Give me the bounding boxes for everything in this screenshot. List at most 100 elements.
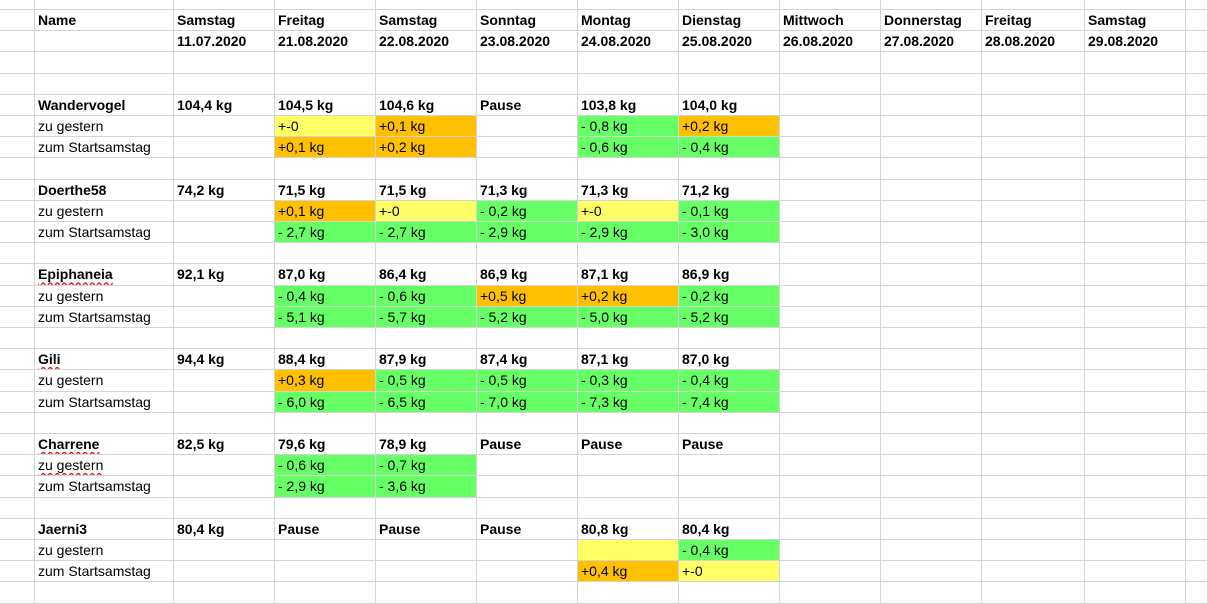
weight-cell[interactable]: 71,2 kg: [679, 179, 780, 201]
grid-cell[interactable]: [881, 306, 982, 328]
grid-cell[interactable]: [881, 497, 982, 519]
grid-cell[interactable]: [1085, 370, 1186, 392]
grid-cell[interactable]: [0, 73, 35, 95]
grid-cell[interactable]: [780, 455, 881, 477]
row-label[interactable]: zum Startsamstag: [35, 476, 174, 498]
grid-cell[interactable]: [982, 349, 1085, 371]
grid-cell[interactable]: [881, 264, 982, 286]
diff-cell[interactable]: - 2,9 kg: [275, 476, 376, 498]
grid-cell[interactable]: [1085, 158, 1186, 180]
row-label[interactable]: zu gestern: [35, 370, 174, 392]
grid-cell[interactable]: [780, 391, 881, 413]
diff-cell[interactable]: - 6,0 kg: [275, 391, 376, 413]
diff-cell[interactable]: +0,2 kg: [679, 116, 780, 138]
grid-cell[interactable]: [174, 200, 275, 222]
grid-cell[interactable]: [477, 476, 578, 498]
weight-cell[interactable]: Pause: [477, 518, 578, 540]
grid-cell[interactable]: [982, 243, 1085, 265]
grid-cell[interactable]: [1186, 73, 1208, 95]
grid-cell[interactable]: [1085, 561, 1186, 583]
grid-cell[interactable]: [1085, 306, 1186, 328]
grid-cell[interactable]: [1085, 52, 1186, 74]
header-date[interactable]: 21.08.2020: [275, 31, 376, 53]
grid-cell[interactable]: [174, 561, 275, 583]
grid-cell[interactable]: [780, 94, 881, 116]
diff-cell[interactable]: - 5,2 kg: [679, 306, 780, 328]
grid-cell[interactable]: [174, 243, 275, 265]
grid-cell[interactable]: [578, 476, 679, 498]
header-date[interactable]: 22.08.2020: [376, 31, 477, 53]
diff-cell[interactable]: - 7,4 kg: [679, 391, 780, 413]
grid-cell[interactable]: [0, 540, 35, 562]
header-date[interactable]: 26.08.2020: [780, 31, 881, 53]
grid-cell[interactable]: [1085, 391, 1186, 413]
grid-cell[interactable]: [1186, 200, 1208, 222]
grid-cell[interactable]: [1186, 328, 1208, 350]
weight-cell[interactable]: Pause: [275, 518, 376, 540]
weight-cell[interactable]: 103,8 kg: [578, 94, 679, 116]
grid-cell[interactable]: [780, 540, 881, 562]
grid-cell[interactable]: [35, 52, 174, 74]
diff-cell[interactable]: - 3,0 kg: [679, 222, 780, 244]
grid-cell[interactable]: [881, 200, 982, 222]
diff-cell[interactable]: - 0,6 kg: [275, 455, 376, 477]
grid-cell[interactable]: [982, 137, 1085, 159]
grid-cell[interactable]: [1186, 306, 1208, 328]
grid-cell[interactable]: [881, 285, 982, 307]
header-date[interactable]: 28.08.2020: [982, 31, 1085, 53]
grid-cell[interactable]: [780, 264, 881, 286]
grid-cell[interactable]: [174, 158, 275, 180]
weight-cell[interactable]: 86,9 kg: [679, 264, 780, 286]
row-label[interactable]: zum Startsamstag: [35, 306, 174, 328]
grid-cell[interactable]: [780, 412, 881, 434]
grid-cell[interactable]: [982, 434, 1085, 456]
grid-cell[interactable]: [679, 0, 780, 10]
grid-cell[interactable]: [0, 222, 35, 244]
grid-cell[interactable]: [174, 52, 275, 74]
grid-cell[interactable]: [578, 52, 679, 74]
diff-cell[interactable]: +-0: [578, 200, 679, 222]
grid-cell[interactable]: [578, 158, 679, 180]
grid-cell[interactable]: [780, 158, 881, 180]
grid-cell[interactable]: [35, 243, 174, 265]
grid-cell[interactable]: [881, 116, 982, 138]
grid-cell[interactable]: [982, 200, 1085, 222]
grid-cell[interactable]: [1085, 200, 1186, 222]
grid-cell[interactable]: [1085, 264, 1186, 286]
grid-cell[interactable]: [0, 94, 35, 116]
header-date[interactable]: 23.08.2020: [477, 31, 578, 53]
grid-cell[interactable]: [881, 540, 982, 562]
grid-cell[interactable]: [1085, 476, 1186, 498]
grid-cell[interactable]: [578, 328, 679, 350]
grid-cell[interactable]: [1186, 561, 1208, 583]
grid-cell[interactable]: [780, 476, 881, 498]
grid-cell[interactable]: [0, 434, 35, 456]
diff-cell[interactable]: - 2,7 kg: [275, 222, 376, 244]
grid-cell[interactable]: [0, 10, 35, 32]
grid-cell[interactable]: [477, 73, 578, 95]
weight-cell[interactable]: 88,4 kg: [275, 349, 376, 371]
grid-cell[interactable]: [881, 349, 982, 371]
grid-cell[interactable]: [1085, 540, 1186, 562]
grid-cell[interactable]: [477, 52, 578, 74]
header-name[interactable]: Name: [35, 10, 174, 32]
grid-cell[interactable]: [881, 391, 982, 413]
diff-cell[interactable]: - 5,0 kg: [578, 306, 679, 328]
grid-cell[interactable]: [35, 0, 174, 10]
diff-cell[interactable]: - 0,7 kg: [376, 455, 477, 477]
header-day[interactable]: Samstag: [376, 10, 477, 32]
grid-cell[interactable]: [982, 370, 1085, 392]
diff-cell[interactable]: +0,2 kg: [376, 137, 477, 159]
header-date[interactable]: 11.07.2020: [174, 31, 275, 53]
grid-cell[interactable]: [174, 306, 275, 328]
grid-cell[interactable]: [1085, 328, 1186, 350]
grid-cell[interactable]: [881, 561, 982, 583]
diff-cell[interactable]: [578, 540, 679, 562]
grid-cell[interactable]: [1186, 518, 1208, 540]
grid-cell[interactable]: [881, 518, 982, 540]
grid-cell[interactable]: [1186, 0, 1208, 10]
weight-cell[interactable]: 79,6 kg: [275, 434, 376, 456]
grid-cell[interactable]: [477, 0, 578, 10]
weight-cell[interactable]: 86,9 kg: [477, 264, 578, 286]
grid-cell[interactable]: [982, 264, 1085, 286]
